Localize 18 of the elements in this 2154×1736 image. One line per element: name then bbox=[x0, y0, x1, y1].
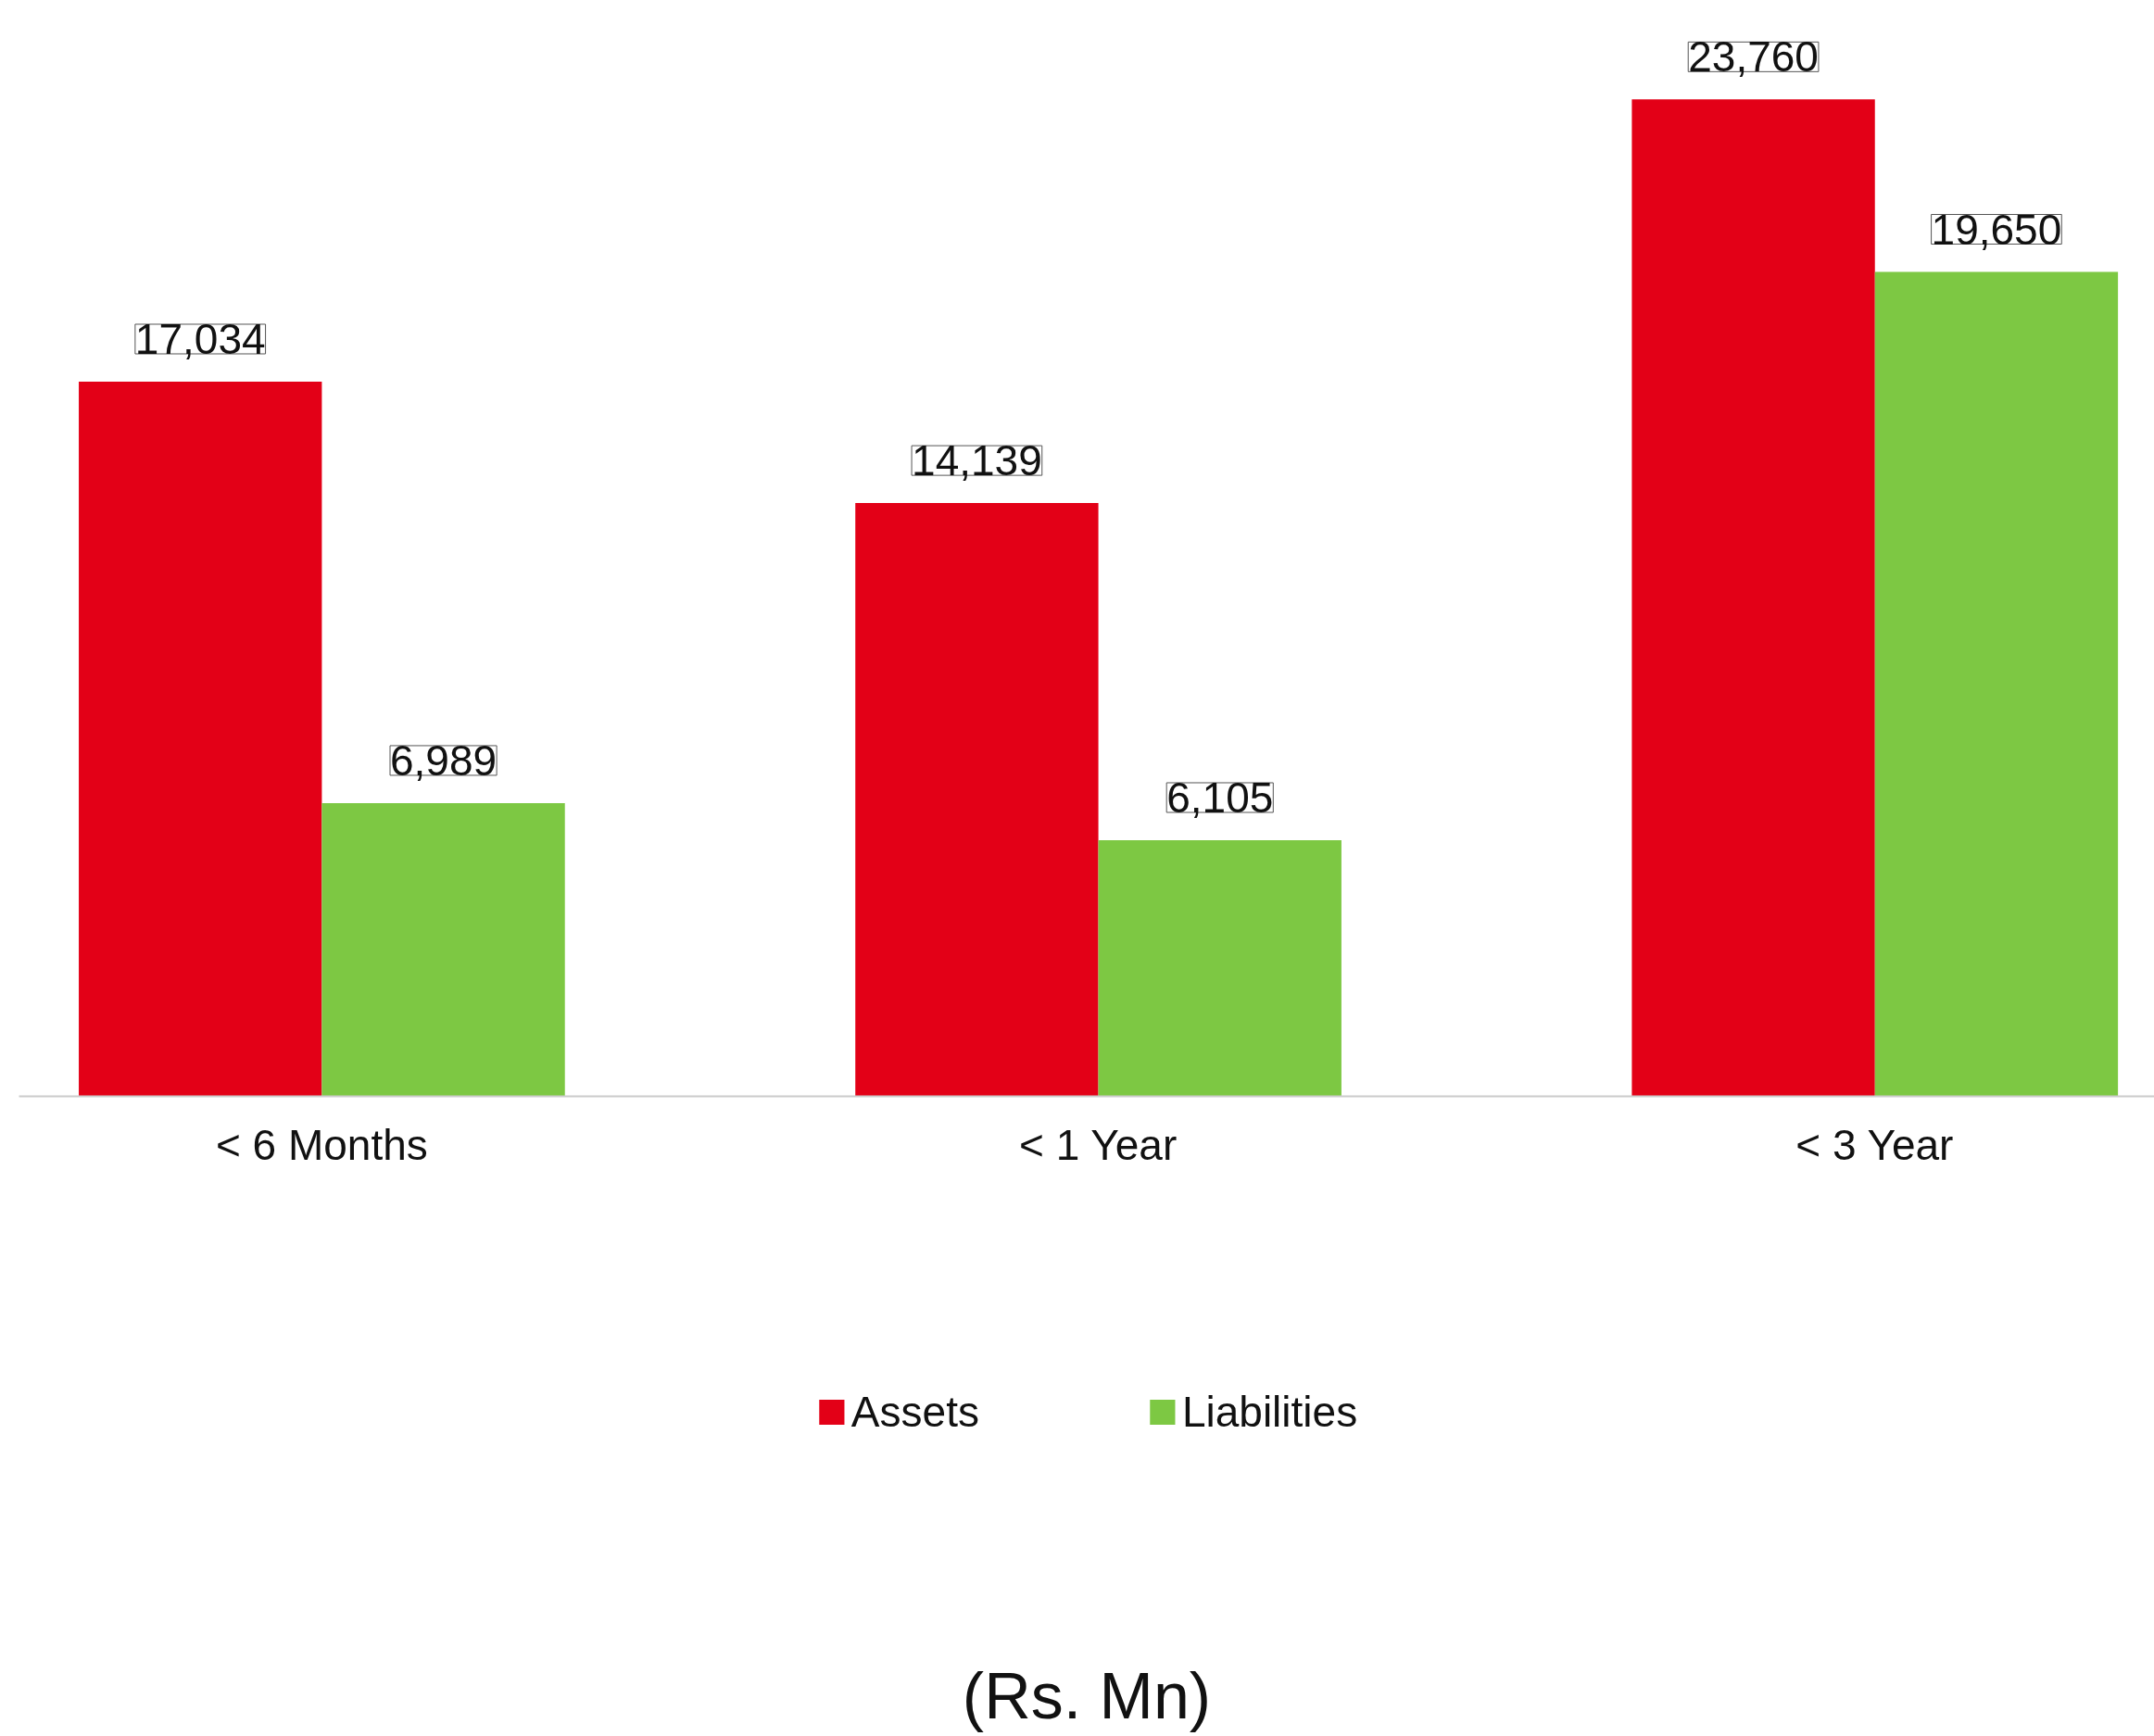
data-label: 23,760 bbox=[1688, 32, 1819, 82]
data-label: 14,139 bbox=[912, 436, 1042, 485]
bar bbox=[79, 381, 322, 1097]
text: (Rs. Mn) bbox=[962, 1659, 1212, 1732]
legend-label: Liabilities bbox=[1181, 1387, 1358, 1437]
legend-label: Assets bbox=[850, 1387, 979, 1437]
x-tick-label: < 6 Months bbox=[215, 1120, 428, 1169]
bar bbox=[1874, 271, 2119, 1097]
data-label: 19,650 bbox=[1931, 205, 2062, 254]
bar bbox=[321, 802, 565, 1097]
data-label: 6,105 bbox=[1166, 773, 1274, 822]
x-tick-label: < 3 Year bbox=[1795, 1120, 1954, 1169]
bar bbox=[1631, 99, 1875, 1097]
x-tick-label: < 1 Year bbox=[1019, 1120, 1178, 1169]
bar bbox=[855, 503, 1099, 1097]
data-label: 6,989 bbox=[390, 736, 498, 785]
data-label: 17,034 bbox=[134, 314, 266, 363]
bar bbox=[1098, 839, 1342, 1097]
